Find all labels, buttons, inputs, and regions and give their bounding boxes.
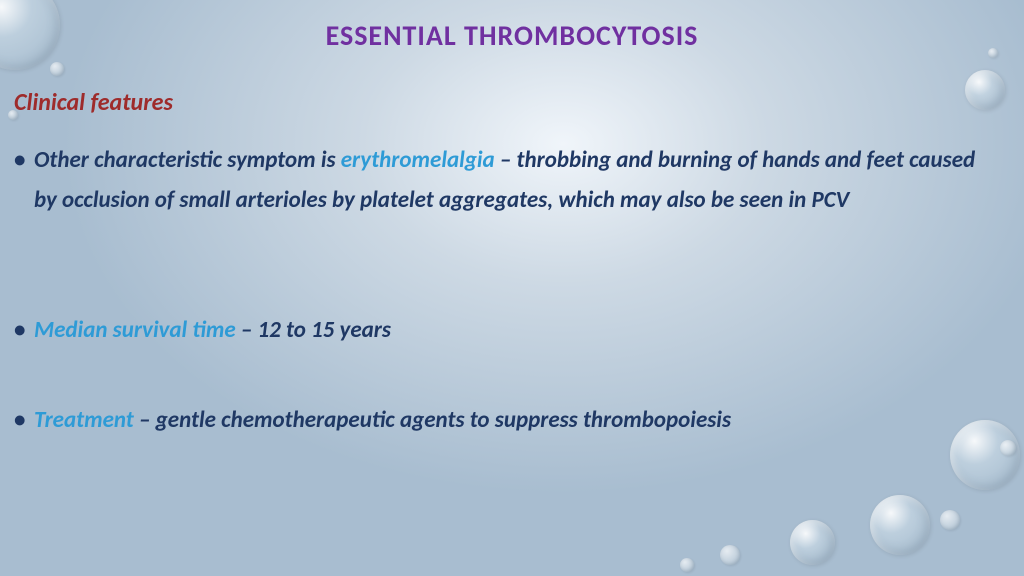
water-bubble — [870, 495, 930, 555]
water-bubble — [940, 510, 960, 530]
water-bubble — [50, 62, 64, 76]
highlight-text: erythromelalgia — [341, 146, 495, 174]
section-subtitle: Clinical features — [14, 88, 173, 117]
slide-title: ESSENTIAL THROMBOCYTOSIS — [0, 18, 1024, 53]
bullet-item: Other characteristic symptom is erythrom… — [14, 140, 994, 221]
bullet-item: Median survival time – 12 to 15 years — [14, 310, 994, 350]
water-bubble — [680, 558, 694, 572]
body-text: Other characteristic symptom is — [34, 146, 341, 174]
body-text: – gentle chemotherapeutic agents to supp… — [134, 406, 731, 434]
body-text: – 12 to 15 years — [236, 316, 391, 344]
slide: ESSENTIAL THROMBOCYTOSIS Clinical featur… — [0, 0, 1024, 576]
highlight-text: Treatment — [34, 406, 134, 434]
highlight-text: Median survival time — [34, 316, 236, 344]
water-bubble — [965, 70, 1005, 110]
water-bubble — [720, 545, 740, 565]
bullet-item: Treatment – gentle chemotherapeutic agen… — [14, 400, 994, 440]
water-bubble — [1000, 440, 1016, 456]
water-bubble — [790, 520, 835, 565]
